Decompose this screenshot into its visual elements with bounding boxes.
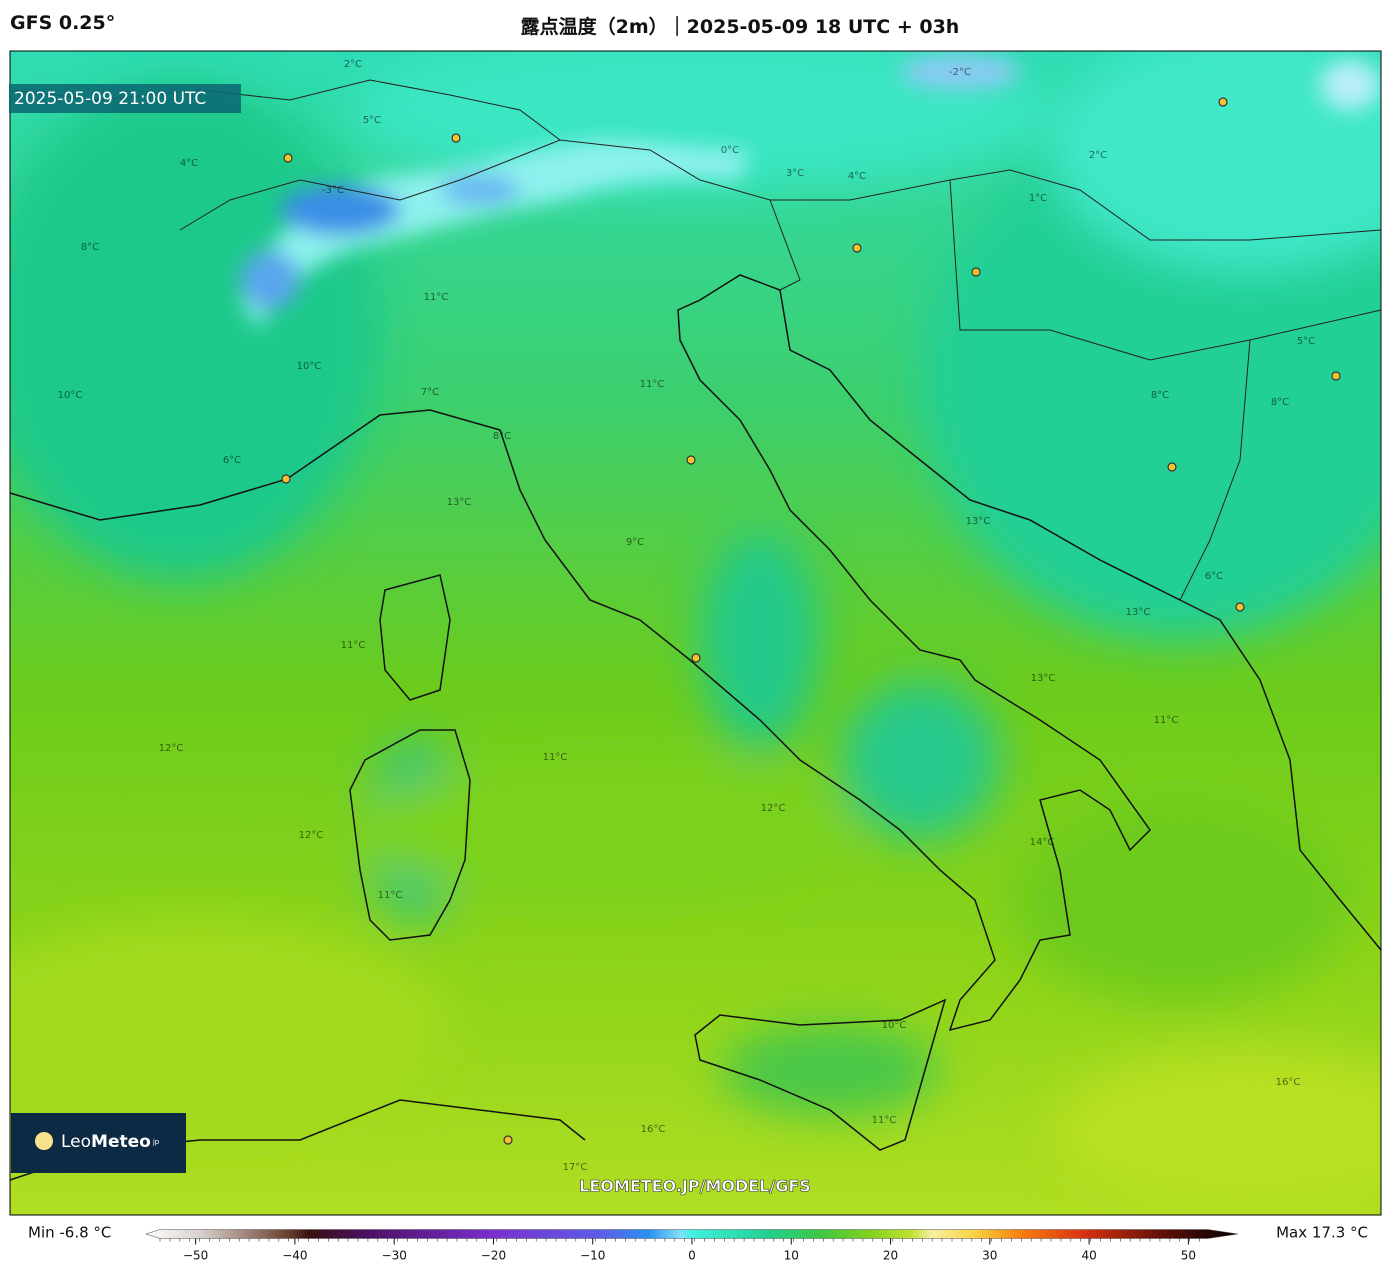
contour-label: 7°C	[421, 387, 439, 398]
contour-label: 11°C	[378, 890, 403, 901]
contour-label: 11°C	[543, 752, 568, 763]
contour-label: 6°C	[223, 455, 241, 466]
contour-label: 13°C	[966, 516, 991, 527]
contour-label: 12°C	[299, 830, 324, 841]
contour-label: 2°C	[344, 59, 362, 70]
contour-label: 8°C	[493, 431, 511, 442]
contour-label: 14°C	[1030, 837, 1055, 848]
map-frame	[9, 50, 1382, 1216]
contour-label: -2°C	[949, 67, 971, 78]
colorbar-tick-label: 40	[1081, 1249, 1096, 1263]
contour-label: 12°C	[159, 743, 184, 754]
contour-label: 3°C	[786, 168, 804, 179]
colorbar-tick-label: 10	[784, 1249, 799, 1263]
watermark: LEOMETEO.JP/MODEL/GFS	[579, 1177, 811, 1196]
map-title: 露点温度（2m）｜2025-05-09 18 UTC + 03h	[520, 16, 960, 38]
contour-label: 10°C	[882, 1020, 907, 1031]
contour-label: 13°C	[1126, 607, 1151, 618]
contour-label: 11°C	[341, 640, 366, 651]
colorbar-tick-label: −30	[382, 1249, 407, 1263]
contour-label: 11°C	[872, 1115, 897, 1126]
contour-label: 17°C	[563, 1162, 588, 1173]
max-label: Max 17.3 °C	[1276, 1224, 1368, 1242]
colorbar-tick-label: −20	[481, 1249, 506, 1263]
contour-label: 5°C	[1297, 336, 1315, 347]
colorbar-tick-label: −10	[580, 1249, 605, 1263]
colorbar-tick-label: −50	[183, 1249, 208, 1263]
colorbar-tick-label: 20	[883, 1249, 898, 1263]
colorbar-tick-label: 50	[1181, 1249, 1196, 1263]
contour-label: 4°C	[848, 171, 866, 182]
contour-label: 8°C	[1151, 390, 1169, 401]
contour-label: 11°C	[424, 292, 449, 303]
contour-label: 8°C	[1271, 397, 1289, 408]
map-field	[10, 51, 1381, 1215]
contour-label: 16°C	[641, 1124, 666, 1135]
contour-label: 11°C	[1154, 715, 1179, 726]
contour-label: 8°C	[81, 242, 99, 253]
contour-label: 10°C	[58, 390, 83, 401]
logo-text: LeoMeteo jp	[61, 1132, 160, 1152]
min-label: Min -6.8 °C	[28, 1224, 111, 1242]
contour-label: 16°C	[1276, 1077, 1301, 1088]
contour-label: 2°C	[1089, 150, 1107, 161]
contour-label: 13°C	[447, 497, 472, 508]
cities	[281, 97, 1341, 1145]
contour-label: 13°C	[1031, 673, 1056, 684]
contour-label: 5°C	[363, 115, 381, 126]
contour-label: 1°C	[1029, 193, 1047, 204]
contour-label: 0°C	[721, 145, 739, 156]
colorbar	[145, 1229, 1239, 1239]
contour-label: 9°C	[626, 537, 644, 548]
contour-label: 10°C	[297, 361, 322, 372]
contour-label: 12°C	[761, 803, 786, 814]
contour-label: -3°C	[322, 185, 344, 196]
colorbar-tick-label: 30	[982, 1249, 997, 1263]
colorbar-tick-label: −40	[282, 1249, 307, 1263]
timestamp-box	[9, 84, 241, 113]
contour-label: 11°C	[640, 379, 665, 390]
timestamp: 2025-05-09 21:00 UTC	[14, 89, 206, 109]
contour-label: 6°C	[1205, 571, 1223, 582]
logo-sun	[35, 1132, 53, 1150]
contour-label: 4°C	[180, 158, 198, 169]
model-name: GFS 0.25°	[10, 12, 116, 34]
colorbar-tick-label: 0	[688, 1249, 696, 1263]
